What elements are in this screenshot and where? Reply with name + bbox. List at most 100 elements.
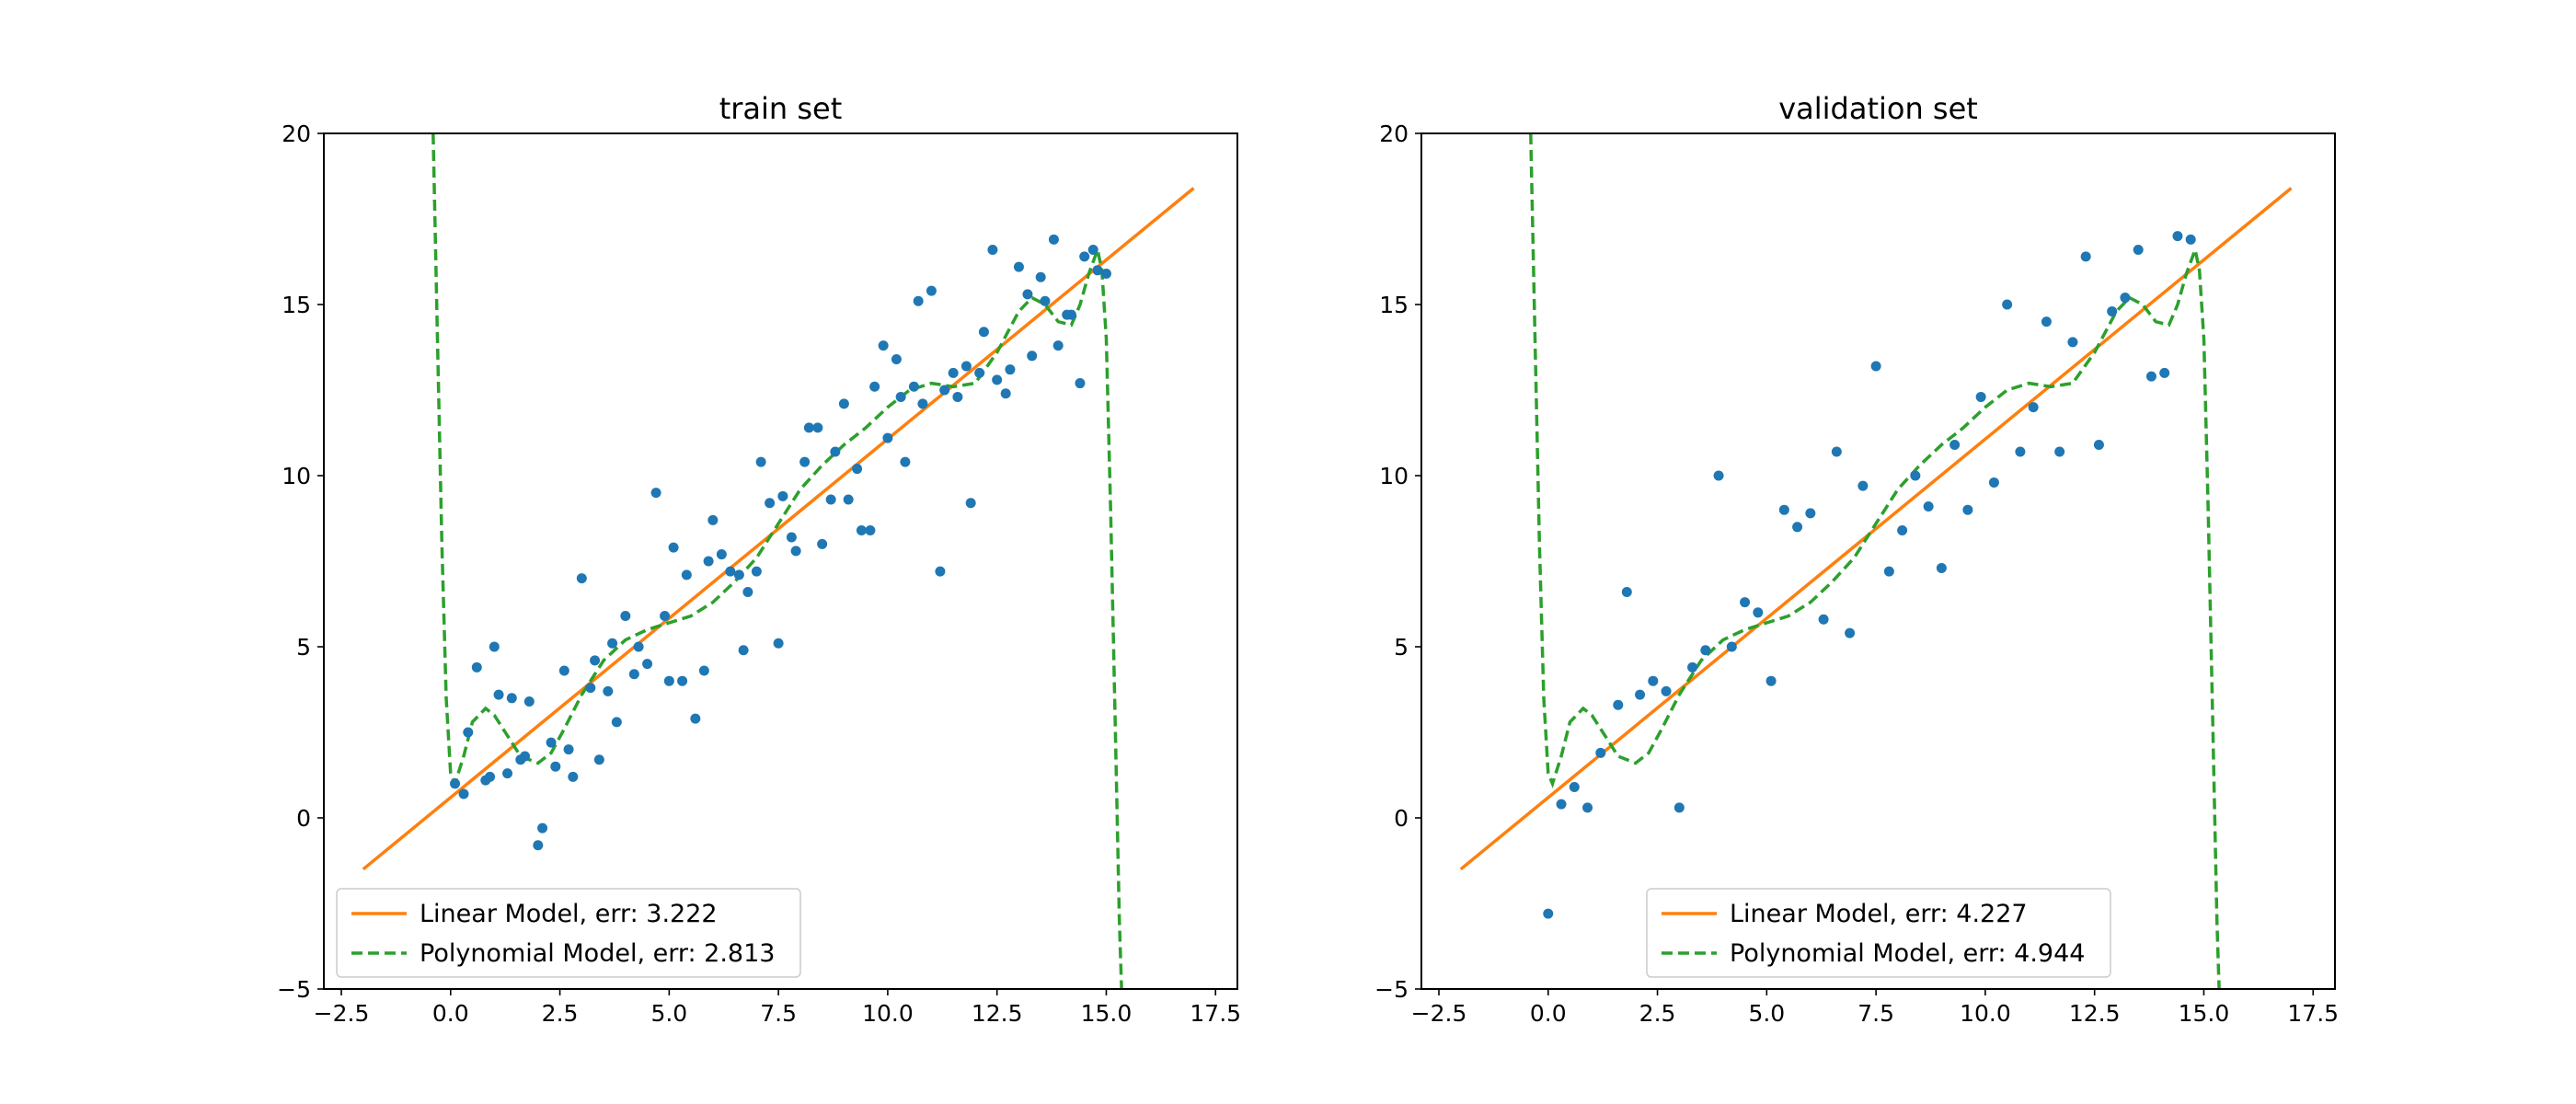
- data-point: [1740, 597, 1750, 607]
- data-point: [459, 788, 469, 799]
- data-point: [909, 382, 919, 392]
- x-tick-label: −2.5: [1411, 1000, 1467, 1027]
- data-point: [502, 768, 512, 778]
- legend-label-linear: Linear Model, err: 3.222: [420, 900, 718, 928]
- data-point: [974, 368, 984, 378]
- data-point: [699, 666, 709, 676]
- data-point: [603, 686, 613, 696]
- data-point: [830, 446, 840, 456]
- data-point: [472, 662, 482, 673]
- x-tick-label: 15.0: [1081, 1000, 1133, 1027]
- data-point: [852, 464, 862, 474]
- data-point: [1976, 392, 1986, 402]
- data-point: [704, 557, 714, 567]
- data-point: [1622, 587, 1632, 597]
- data-point: [1662, 686, 1672, 696]
- data-point: [494, 690, 504, 700]
- data-point: [1022, 289, 1032, 299]
- x-tick-label: 7.5: [760, 1000, 797, 1027]
- data-point: [1714, 471, 1724, 481]
- data-point: [979, 327, 989, 337]
- data-point: [1897, 525, 1907, 535]
- data-point: [537, 823, 547, 834]
- data-point: [664, 676, 674, 686]
- legend-label-polynomial: Polynomial Model, err: 4.944: [1730, 939, 2085, 968]
- y-tick-label: 20: [1379, 121, 1409, 147]
- data-point: [1101, 269, 1111, 279]
- y-tick-label: 5: [296, 634, 311, 661]
- x-tick-label: 5.0: [650, 1000, 687, 1027]
- data-point: [1727, 642, 1737, 652]
- data-point: [1014, 262, 1024, 272]
- x-tick-label: 0.0: [432, 1000, 469, 1027]
- data-point: [1792, 522, 1802, 532]
- data-point: [1805, 508, 1815, 518]
- x-tick-label: 0.0: [1530, 1000, 1567, 1027]
- data-point: [1700, 645, 1710, 655]
- data-point: [1819, 615, 1829, 625]
- data-point: [2002, 300, 2012, 310]
- chart-title: train set: [719, 91, 843, 126]
- data-point: [1687, 662, 1697, 673]
- data-point: [1582, 802, 1593, 812]
- data-point: [450, 778, 460, 788]
- y-tick-label: 0: [296, 805, 311, 832]
- data-point: [1779, 505, 1789, 515]
- y-tick-label: 0: [1394, 805, 1409, 832]
- data-point: [607, 638, 617, 649]
- data-point: [1092, 265, 1102, 275]
- data-point: [817, 539, 827, 549]
- data-point: [564, 744, 574, 754]
- data-point: [1884, 567, 1894, 577]
- data-point: [1088, 245, 1098, 255]
- data-point: [1595, 748, 1605, 758]
- data-point: [869, 382, 880, 392]
- data-point: [1005, 364, 1015, 374]
- data-point: [1989, 477, 1999, 488]
- data-point: [926, 286, 937, 296]
- data-point: [1949, 440, 1960, 450]
- legend-label-linear: Linear Model, err: 4.227: [1730, 900, 2028, 928]
- chart-title: validation set: [1778, 91, 1978, 126]
- data-point: [520, 752, 530, 762]
- data-point: [2015, 446, 2025, 456]
- data-point: [707, 515, 718, 525]
- data-point: [961, 361, 972, 371]
- data-point: [896, 392, 906, 402]
- data-point: [1910, 471, 1920, 481]
- data-point: [812, 422, 822, 432]
- data-point: [917, 398, 927, 408]
- data-point: [568, 772, 578, 782]
- data-point: [1557, 799, 1567, 810]
- x-tick-label: 17.5: [2287, 1000, 2339, 1027]
- data-point: [620, 611, 630, 621]
- data-point: [533, 840, 543, 850]
- data-point: [765, 498, 775, 508]
- data-point: [660, 611, 670, 621]
- data-point: [900, 457, 910, 467]
- data-point: [756, 457, 766, 467]
- data-point: [2133, 245, 2144, 255]
- data-point: [1845, 628, 1855, 638]
- data-point: [882, 433, 892, 443]
- data-point: [879, 340, 889, 351]
- data-point: [992, 374, 1002, 385]
- data-point: [485, 772, 495, 782]
- x-tick-label: 5.0: [1748, 1000, 1785, 1027]
- data-point: [1766, 676, 1777, 686]
- data-point: [1027, 351, 1037, 361]
- data-point: [777, 491, 788, 501]
- data-point: [690, 714, 700, 724]
- data-point: [2067, 337, 2077, 347]
- data-point: [669, 543, 679, 553]
- data-point: [725, 567, 735, 577]
- data-point: [1040, 296, 1050, 306]
- data-point: [463, 728, 473, 738]
- data-point: [891, 354, 902, 364]
- data-point: [865, 525, 875, 535]
- data-point: [1075, 378, 1085, 388]
- data-point: [774, 638, 784, 649]
- x-tick-label: 2.5: [1639, 1000, 1676, 1027]
- data-point: [935, 567, 945, 577]
